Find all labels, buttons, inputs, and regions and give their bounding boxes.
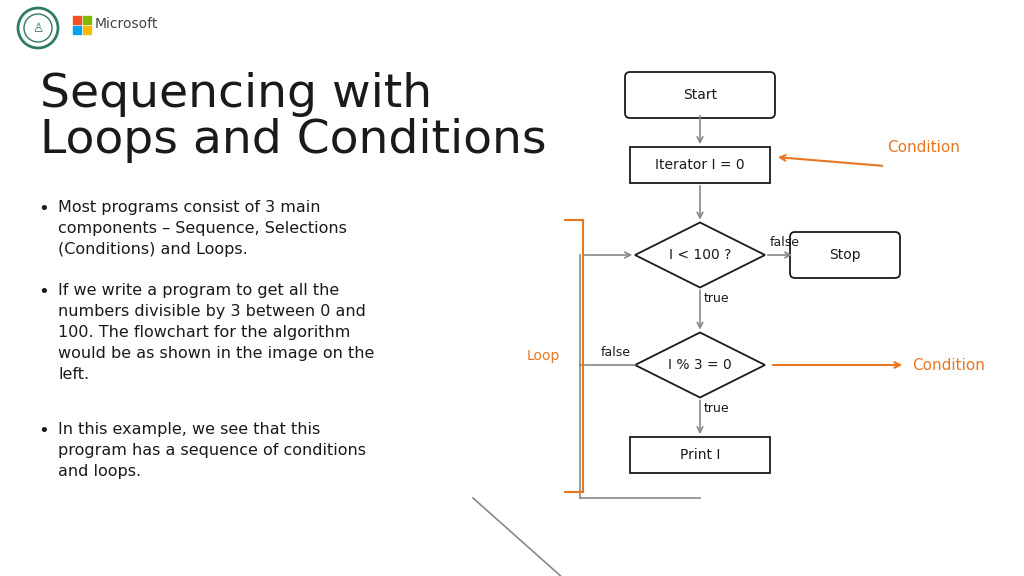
Text: Loop: Loop bbox=[526, 349, 560, 363]
Text: In this example, we see that this
program has a sequence of conditions
and loops: In this example, we see that this progra… bbox=[58, 422, 366, 479]
Text: Loops and Conditions: Loops and Conditions bbox=[40, 118, 547, 163]
Text: •: • bbox=[38, 422, 49, 440]
Text: false: false bbox=[770, 236, 800, 249]
Bar bbox=[630, 147, 770, 183]
Text: Start: Start bbox=[683, 88, 717, 102]
Text: Microsoft: Microsoft bbox=[94, 17, 158, 31]
Polygon shape bbox=[635, 332, 765, 397]
Text: I < 100 ?: I < 100 ? bbox=[669, 248, 731, 262]
FancyBboxPatch shape bbox=[625, 72, 775, 118]
Bar bbox=[73, 25, 81, 33]
FancyBboxPatch shape bbox=[790, 232, 900, 278]
Bar bbox=[630, 437, 770, 473]
Bar bbox=[83, 25, 90, 33]
Text: I % 3 = 0: I % 3 = 0 bbox=[668, 358, 732, 372]
Bar bbox=[73, 16, 81, 24]
Text: false: false bbox=[601, 346, 631, 359]
Text: Condition: Condition bbox=[912, 358, 985, 373]
Text: •: • bbox=[38, 283, 49, 301]
Text: true: true bbox=[705, 291, 730, 305]
Text: Most programs consist of 3 main
components – Sequence, Selections
(Conditions) a: Most programs consist of 3 main componen… bbox=[58, 200, 347, 257]
Text: Condition: Condition bbox=[887, 141, 961, 156]
Text: •: • bbox=[38, 200, 49, 218]
Text: true: true bbox=[705, 401, 730, 415]
Bar bbox=[83, 16, 90, 24]
Polygon shape bbox=[635, 222, 765, 287]
Text: Stop: Stop bbox=[829, 248, 861, 262]
Text: Sequencing with: Sequencing with bbox=[40, 72, 432, 117]
Text: Print I: Print I bbox=[680, 448, 720, 462]
Text: If we write a program to get all the
numbers divisible by 3 between 0 and
100. T: If we write a program to get all the num… bbox=[58, 283, 375, 382]
Text: Iterator I = 0: Iterator I = 0 bbox=[655, 158, 744, 172]
Text: ♙: ♙ bbox=[33, 21, 44, 35]
